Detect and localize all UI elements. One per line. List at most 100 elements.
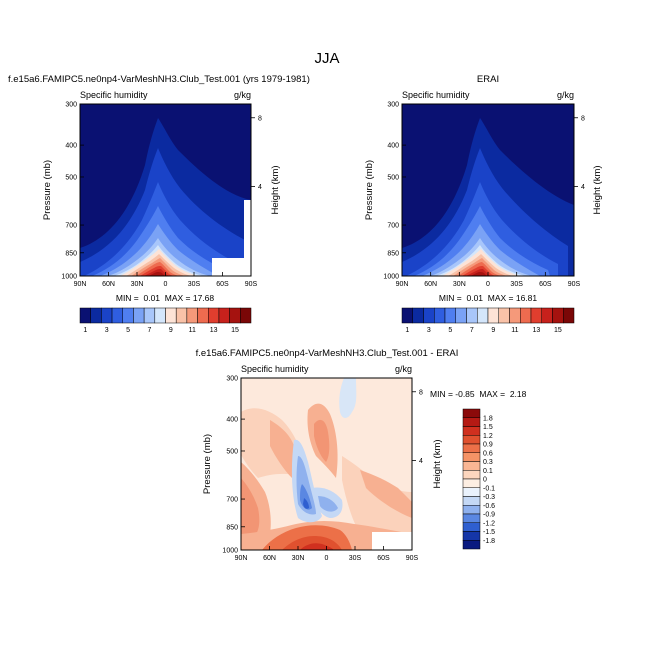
x-tick-label: 90N [74, 281, 87, 288]
y-tick-label: 500 [226, 448, 238, 455]
panel-diff: f.e15a6.FAMIPC5.ne0np4-VarMeshNH3.Club_T… [196, 348, 527, 562]
colorbar-label: 1 [83, 327, 87, 334]
x-tick-label: 90S [245, 281, 258, 288]
colorbar-label: 3 [427, 327, 431, 334]
colorbar-swatch [175, 307, 188, 324]
colorbar-label: 0.9 [483, 442, 493, 449]
colorbar-swatch [563, 307, 575, 324]
y-tick-label: 500 [387, 174, 399, 181]
panel-obs-stats: MIN = 0.01 MAX = 16.81 [439, 293, 538, 303]
y-tick-label: 400 [65, 143, 77, 150]
colorbar-label: 0.6 [483, 450, 493, 457]
panel-obs-units: g/kg [557, 90, 574, 100]
panel-model-axes: 90N 60N 30N 0 30S 60S 90S 300 400 500 700 850 1000 8 4 [61, 102, 262, 289]
colorbar-label: 1.2 [483, 433, 493, 440]
x-tick-label: 30N [292, 555, 305, 562]
height-tick-label: 8 [581, 115, 585, 122]
colorbar-label: 11 [511, 327, 518, 334]
colorbar-swatch [423, 307, 435, 324]
panel-obs-right-label: Height (km) [592, 165, 603, 214]
x-tick-label: 30N [131, 281, 144, 288]
x-tick-label: 30N [453, 281, 466, 288]
colorbar-swatch [401, 307, 413, 324]
colorbar-swatch [133, 307, 145, 324]
colorbar-swatch [444, 307, 456, 324]
colorbar-obs: 1 3 5 7 9 11 13 15 [401, 307, 575, 334]
y-tick-label: 300 [65, 102, 77, 109]
colorbar-label: 3 [105, 327, 109, 334]
colorbar-label: 7 [148, 327, 152, 334]
height-tick-label: 8 [419, 389, 423, 396]
colorbar-swatch [434, 307, 446, 324]
colorbar-label: 13 [532, 327, 540, 334]
colorbar-swatch [520, 307, 532, 324]
colorbar-swatch [79, 307, 91, 324]
x-tick-label: 0 [325, 555, 329, 562]
colorbar-swatch [111, 307, 123, 324]
colorbar-swatch [462, 487, 481, 497]
colorbar-label: -1.2 [483, 520, 495, 527]
colorbar-swatch [462, 426, 481, 436]
panel-obs-title: ERAI [477, 74, 499, 85]
y-tick-label: 1000 [61, 274, 77, 281]
colorbar-label: -0.9 [483, 512, 495, 519]
y-tick-label: 300 [387, 102, 399, 109]
x-tick-label: 30S [510, 281, 523, 288]
colorbar-swatch [462, 452, 481, 462]
colorbar-label: -1.5 [483, 529, 495, 536]
x-tick-label: 90N [396, 281, 409, 288]
panel-model-plot [79, 103, 252, 277]
colorbar-label: 0 [483, 477, 487, 484]
colorbar-swatch [208, 307, 220, 324]
panel-diff-plot [240, 377, 413, 551]
panel-model-stats: MIN = 0.01 MAX = 17.68 [116, 293, 215, 303]
figure-title: JJA [314, 50, 339, 67]
x-tick-label: 60S [539, 281, 552, 288]
colorbar-label: 5 [126, 327, 130, 334]
colorbar-swatch [229, 307, 241, 324]
x-tick-label: 90S [406, 555, 419, 562]
y-tick-label: 400 [387, 143, 399, 150]
y-tick-label: 850 [226, 524, 238, 531]
colorbar-diff: 1.81.51.20.90.60.30.10-0.1-0.3-0.6-0.9-1… [462, 408, 495, 550]
colorbar-swatch [487, 307, 499, 324]
colorbar-swatch [509, 307, 521, 324]
panel-model-right-label: Height (km) [270, 165, 281, 214]
colorbar-swatch [462, 435, 481, 445]
y-tick-label: 300 [226, 376, 238, 383]
y-tick-label: 1000 [383, 274, 399, 281]
colorbar-label: 11 [189, 327, 196, 334]
x-tick-label: 0 [486, 281, 490, 288]
panel-diff-axes: 90N 60N 30N 0 30S 60S 90S 300 400 500 700 850 1000 8 4 [222, 376, 423, 563]
colorbar-label: 15 [231, 327, 239, 334]
panel-diff-right-label: Height (km) [432, 439, 443, 488]
colorbar-label: 15 [554, 327, 562, 334]
colorbar-swatch [143, 307, 156, 324]
colorbar-swatch [462, 496, 481, 506]
colorbar-label: 0.1 [483, 468, 493, 475]
colorbar-swatch [462, 522, 481, 532]
height-tick-label: 4 [581, 184, 585, 191]
colorbar-label: 1.5 [483, 424, 493, 431]
colorbar-model: 1 3 5 7 9 11 13 15 [79, 307, 252, 334]
x-tick-label: 60N [263, 555, 276, 562]
x-tick-label: 60N [102, 281, 115, 288]
colorbar-swatch [154, 307, 166, 324]
colorbar-label: 1.8 [483, 415, 493, 422]
panel-diff-title: f.e15a6.FAMIPC5.ne0np4-VarMeshNH3.Club_T… [196, 348, 459, 359]
colorbar-label: 1 [405, 327, 409, 334]
colorbar-swatch [462, 408, 481, 418]
colorbar-label: -0.6 [483, 503, 495, 510]
colorbar-label: 9 [169, 327, 173, 334]
colorbar-swatch [462, 470, 481, 480]
x-tick-label: 60N [424, 281, 437, 288]
colorbar-label: -1.8 [483, 538, 495, 545]
colorbar-label: 0.3 [483, 459, 493, 466]
panel-model-title: f.e15a6.FAMIPC5.ne0np4-VarMeshNH3.Club_T… [8, 74, 310, 85]
colorbar-swatch [240, 307, 252, 324]
panel-obs-ylabel: Pressure (mb) [364, 160, 375, 220]
x-tick-label: 60S [216, 281, 229, 288]
y-tick-label: 850 [65, 250, 77, 257]
colorbar-swatch [122, 307, 134, 324]
